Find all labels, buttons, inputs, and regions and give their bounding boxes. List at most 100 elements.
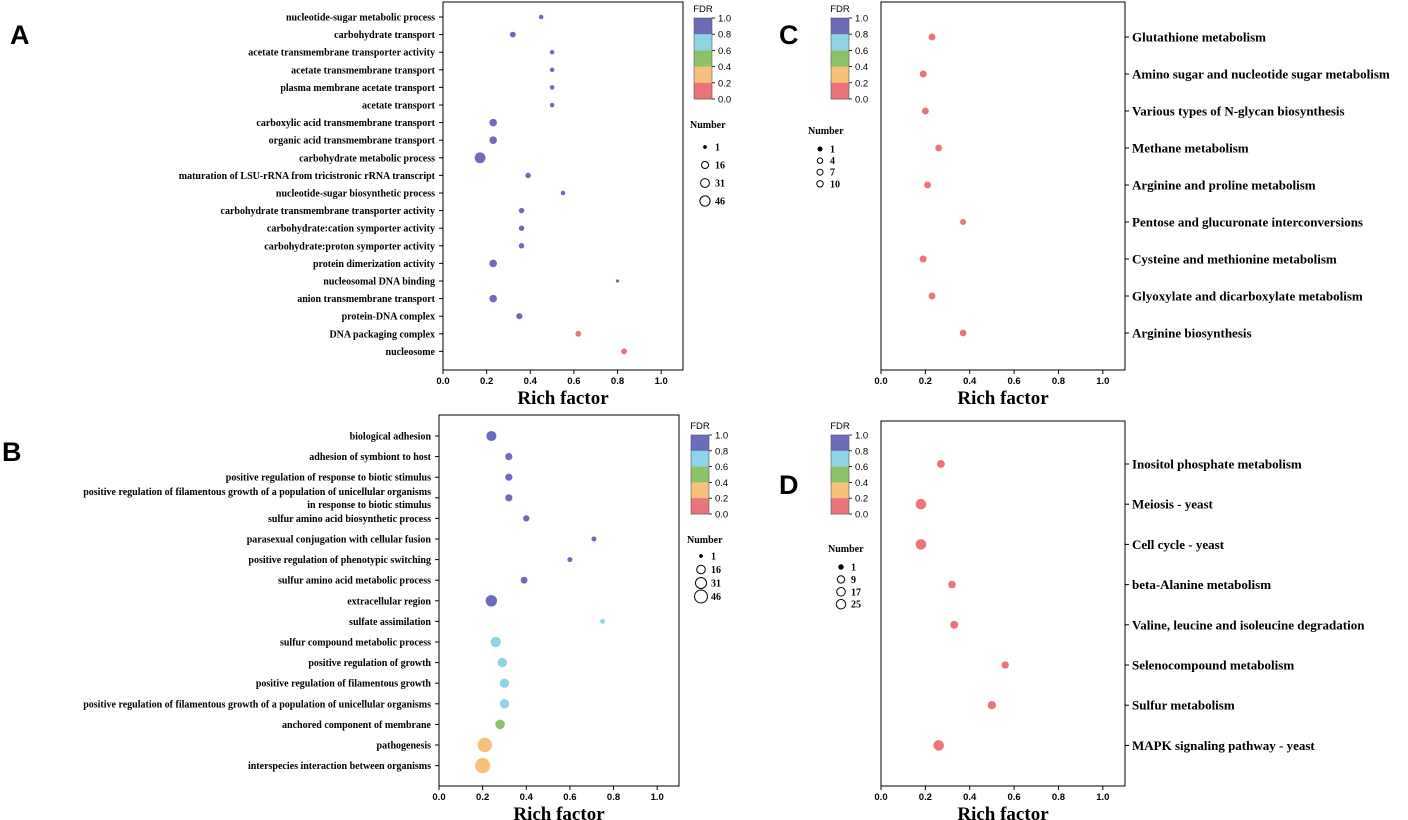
x-tick-label: 0.8 (1052, 376, 1065, 387)
x-tick-label: 1.0 (651, 792, 664, 803)
data-point (520, 576, 528, 584)
data-point (1001, 661, 1009, 669)
size-legend-value: 46 (711, 592, 721, 603)
x-tick-label: 0.4 (963, 792, 977, 803)
fdr-tick-label: 0.0 (715, 510, 728, 521)
category-label: plasma membrane acetate transport (280, 83, 435, 94)
x-tick-label: 1.0 (1096, 792, 1109, 803)
data-point (575, 330, 582, 337)
size-legend-circle (694, 576, 708, 590)
data-point (915, 539, 927, 550)
size-legend-circle (694, 589, 708, 604)
data-point (490, 636, 501, 648)
data-point (485, 595, 498, 607)
category-label: Cysteine and methionine metabolism (1132, 252, 1337, 267)
category-label: protein dimerization activity (313, 259, 435, 270)
panel-c: C Glutathione metabolism Amino sugar and n… (779, 1, 1390, 409)
fdr-swatch (691, 498, 709, 515)
x-tick-label: 0.0 (432, 792, 445, 803)
fdr-tick-label: 0.2 (855, 494, 868, 505)
data-point (615, 279, 620, 283)
x-tick-label: 0.2 (476, 792, 489, 803)
size-legend-value: 4 (830, 156, 835, 167)
x-tick-label: 0.0 (874, 376, 887, 387)
x-tick-label: 1.0 (655, 376, 668, 387)
size-legend-value: 25 (851, 600, 861, 611)
category-label: Meiosis - yeast (1132, 497, 1214, 512)
fdr-swatch (831, 450, 849, 467)
category-label: sulfur amino acid metabolic process (278, 576, 431, 587)
data-point (928, 33, 936, 41)
category-label: sulfur amino acid biosynthetic process (268, 514, 431, 525)
category-label: positive regulation of filamentous growt… (256, 679, 432, 690)
fdr-swatch (694, 18, 712, 35)
x-tick-label: 0.0 (874, 792, 887, 803)
fdr-tick-label: 0.2 (855, 78, 868, 89)
fdr-swatch (831, 435, 849, 452)
panel-letter: C (779, 20, 799, 50)
x-axis-label: Rich factor (957, 388, 1049, 409)
data-point (516, 313, 523, 320)
fdr-swatch (831, 66, 849, 84)
category-label: carbohydrate transport (334, 30, 435, 41)
data-point (489, 294, 497, 303)
data-point (935, 144, 943, 152)
size-legend-circle (703, 145, 707, 149)
category-label: DNA packaging complex (329, 329, 435, 340)
fdr-tick-label: 0.6 (855, 462, 868, 473)
fdr-tick-label: 0.6 (718, 46, 731, 57)
category-label: Arginine biosynthesis (1132, 326, 1252, 341)
size-legend-circle (838, 564, 844, 570)
fdr-tick-label: 0.4 (855, 478, 868, 489)
data-point (915, 498, 927, 510)
category-label: Glyoxylate and dicarboxylate metabolism (1132, 289, 1363, 304)
data-point (921, 107, 929, 115)
size-legend-circle (816, 157, 824, 164)
size-legend-circle (817, 146, 823, 152)
data-point (959, 329, 967, 337)
category-label: Pentose and glucuronate interconversions (1132, 215, 1363, 230)
category-label: pathogenesis (377, 741, 432, 752)
data-point (497, 657, 507, 668)
data-point (509, 31, 516, 38)
fdr-swatch (691, 466, 709, 483)
fdr-tick-label: 0.2 (718, 78, 731, 89)
category-label: acetate transmembrane transporter activi… (248, 48, 435, 59)
data-point (518, 243, 525, 249)
fdr-tick-label: 0.6 (715, 462, 728, 473)
data-point (505, 473, 513, 481)
fdr-tick-label: 0.4 (855, 62, 868, 73)
size-legend-value: 16 (711, 565, 721, 576)
x-tick-label: 0.2 (480, 376, 493, 387)
data-point (499, 699, 510, 709)
data-point (549, 102, 555, 108)
fdr-swatch (691, 482, 709, 499)
data-point (549, 49, 555, 55)
fdr-swatch (831, 82, 849, 100)
fdr-tick-label: 0.8 (715, 446, 728, 457)
category-label: sulfur compound metabolic process (280, 638, 431, 649)
category-label: Valine, leucine and isoleucine degradati… (1132, 617, 1365, 632)
category-label: Inositol phosphate metabolism (1132, 457, 1302, 472)
size-legend-value: 10 (830, 179, 840, 190)
size-legend-circle (835, 598, 847, 610)
fdr-swatch (691, 435, 709, 452)
x-tick-label: 0.4 (524, 376, 538, 387)
category-label: Sulfur metabolism (1132, 698, 1235, 713)
size-legend-circle (699, 195, 711, 207)
size-legend-circle (816, 180, 824, 188)
data-point (567, 557, 573, 563)
size-legend-circle (836, 587, 846, 597)
fdr-tick-label: 0.8 (855, 446, 868, 457)
category-label: interspecies interaction between organis… (248, 761, 431, 772)
data-point (477, 737, 493, 753)
size-legend-value: 17 (851, 587, 861, 598)
fdr-tick-label: 0.4 (715, 478, 728, 489)
fdr-tick-label: 1.0 (855, 431, 868, 442)
category-label: nucleosome (386, 347, 436, 358)
fdr-tick-label: 0.0 (855, 95, 868, 106)
category-label: Arginine and proline metabolism (1132, 178, 1316, 193)
